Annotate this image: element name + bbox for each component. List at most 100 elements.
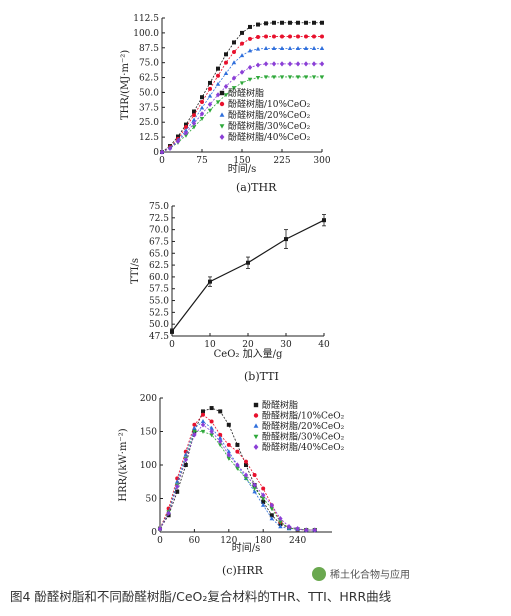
data-point (311, 45, 317, 50)
y-tick-label: 12.5 (139, 133, 159, 143)
data-point (207, 108, 213, 113)
data-point (247, 64, 253, 71)
x-tick-label: 75 (196, 156, 208, 166)
data-point (192, 432, 197, 438)
data-point (159, 149, 165, 155)
data-point (303, 45, 309, 50)
data-point (184, 124, 188, 129)
data-point (244, 463, 248, 467)
data-point (271, 75, 277, 80)
data-point (207, 101, 213, 107)
data-point (261, 499, 266, 504)
series-0 (160, 20, 324, 154)
series-line (161, 36, 322, 153)
data-point (167, 145, 173, 152)
data-point (312, 20, 316, 25)
data-point (269, 516, 274, 521)
y-axis-title: HRR/(kW·m⁻²) (118, 428, 129, 501)
data-point (231, 75, 237, 81)
data-point (252, 489, 257, 494)
data-point (215, 100, 221, 105)
x-tick-label: 150 (233, 156, 250, 166)
y-axis-title: TTI/s (130, 258, 141, 284)
y-tick-label: 25.0 (139, 118, 159, 128)
legend-marker (253, 413, 259, 418)
panel-label: (a)THR (236, 181, 277, 194)
y-tick-label: 52.5 (149, 308, 169, 318)
watermark-text: 稀土化合物与应用 (330, 570, 410, 581)
legend-marker (253, 444, 259, 450)
data-point (246, 260, 250, 265)
data-point (226, 456, 231, 461)
data-point (272, 20, 276, 25)
legend-marker (219, 90, 225, 96)
y-tick-label: 70.0 (149, 226, 169, 236)
data-point (269, 506, 274, 511)
data-point (232, 49, 236, 54)
y-tick-label: 57.5 (149, 285, 169, 295)
y-tick-label: 75.0 (139, 59, 159, 69)
data-point (192, 425, 197, 430)
data-point (295, 61, 301, 67)
data-point (170, 329, 174, 334)
data-point (280, 34, 284, 39)
data-point (261, 492, 266, 498)
data-point (224, 52, 228, 57)
data-point (263, 61, 269, 67)
y-tick-label: 67.5 (149, 237, 169, 247)
data-point (200, 422, 206, 428)
figure-caption: 图4 酚醛树脂和不同酚醛树脂/CeO₂复合材料的THR、TTI、HRR曲线 (10, 589, 392, 604)
data-point (319, 61, 325, 67)
legend-label: 酚醛树脂/40%CeO₂ (262, 441, 345, 453)
y-tick-label: 150 (140, 428, 157, 438)
y-tick-label: 55.0 (149, 297, 169, 307)
data-point (287, 75, 293, 80)
data-point (223, 83, 229, 90)
data-point (235, 442, 240, 447)
data-point (226, 422, 231, 427)
data-point (288, 34, 292, 39)
legend-marker (253, 434, 259, 440)
data-point (271, 61, 277, 67)
data-point (252, 482, 257, 488)
data-point (223, 93, 229, 98)
data-point (200, 429, 206, 434)
y-tick-label: 60.0 (149, 273, 169, 283)
y-tick-label: 37.5 (139, 103, 159, 113)
data-point (319, 75, 325, 80)
data-point (296, 20, 300, 25)
y-tick-label: 72.5 (149, 214, 169, 224)
data-point (312, 34, 316, 39)
legend-marker (219, 134, 225, 140)
series-4 (159, 61, 325, 155)
legend-label: 酚醛树脂/20%CeO₂ (228, 109, 311, 121)
y-tick-label: 112.5 (133, 14, 159, 24)
data-point (183, 457, 188, 463)
data-point (218, 438, 223, 445)
data-point (269, 513, 274, 518)
legend-label: 酚醛树脂/30%CeO₂ (228, 120, 311, 132)
data-point (226, 449, 231, 454)
data-point (248, 36, 252, 41)
data-point (256, 35, 260, 40)
data-point (235, 449, 240, 454)
series-line (171, 219, 325, 332)
y-tick-label: 50.0 (149, 320, 169, 330)
data-point (304, 20, 308, 25)
data-point (239, 53, 245, 58)
data-point (208, 279, 212, 284)
data-point (261, 502, 266, 507)
data-point (235, 462, 240, 468)
y-tick-label: 65.0 (149, 249, 169, 259)
data-point (192, 422, 197, 427)
data-point (295, 526, 300, 532)
legend-label: 酚醛树脂/40%CeO₂ (228, 131, 311, 143)
y-tick-label: 62.5 (139, 74, 159, 84)
data-point (215, 81, 221, 86)
data-point (322, 218, 326, 223)
data-point (209, 406, 214, 411)
legend-label: 酚醛树脂/10%CeO₂ (262, 410, 345, 422)
data-point (247, 77, 253, 82)
data-point (287, 45, 293, 50)
